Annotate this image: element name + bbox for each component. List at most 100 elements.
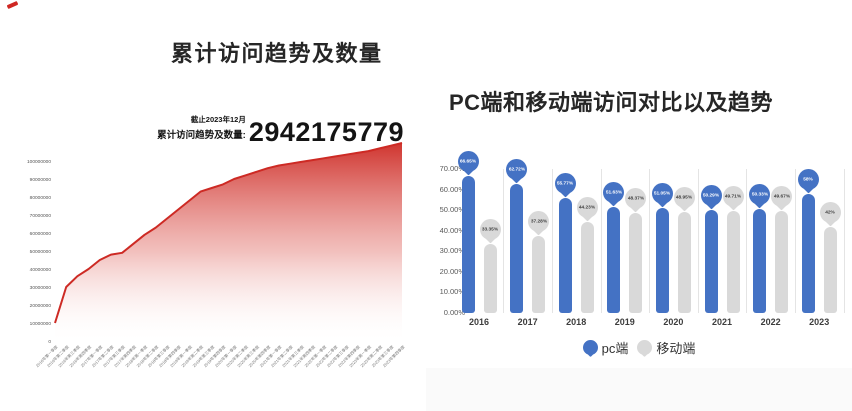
- pc-value-bubble-2021: 50.29%: [700, 184, 722, 209]
- bubble-tail: [511, 173, 522, 184]
- y-axis-label: 30.00%: [439, 246, 465, 256]
- group-separator-line: [843, 169, 845, 313]
- mobile-value-bubble-2016: 33.35%: [479, 219, 501, 244]
- y-axis-label: 30000000: [30, 285, 52, 291]
- bubble-tail: [754, 199, 765, 209]
- data-label: 49.71%: [724, 193, 742, 199]
- y-axis-label: 90000000: [30, 177, 52, 183]
- bubble-tail: [728, 200, 738, 211]
- bubble-tail: [630, 203, 641, 213]
- data-label: 55.77%: [557, 181, 574, 187]
- pc-bar-2021: [704, 209, 718, 313]
- legend-item-mobile: 移动端: [637, 338, 695, 357]
- pc-value-bubble-2018: 55.77%: [554, 173, 576, 198]
- x-axis-label-2018: 2018: [566, 317, 587, 327]
- pc-value-bubble-2019: 51.63%: [603, 181, 625, 207]
- data-label: 44.23%: [579, 204, 596, 211]
- group-separator-line: [551, 169, 553, 313]
- mobile-bar-2020: [677, 212, 691, 313]
- mobile-value-bubble-2021: 49.71%: [722, 185, 744, 211]
- mobile-bar-2021: [726, 210, 740, 313]
- mobile-bar-2016: [483, 244, 497, 313]
- pc-value-bubble-2017: 62.72%: [506, 158, 528, 184]
- group-separator-line: [697, 169, 699, 313]
- y-axis-label: 20.00%: [439, 266, 465, 276]
- y-axis-label: 60000000: [30, 231, 52, 237]
- bubble-tail: [608, 196, 619, 207]
- bubble-tail: [560, 187, 571, 198]
- y-axis-label: 0: [48, 339, 51, 345]
- trend-line: [54, 142, 403, 324]
- data-label: 33.35%: [481, 227, 499, 233]
- data-label: 50.33%: [751, 192, 768, 198]
- x-axis-label-2021: 2021: [711, 317, 733, 327]
- y-axis-label: 100000000: [27, 159, 51, 165]
- group-separator-line: [600, 169, 602, 313]
- x-axis-label-2020: 2020: [663, 317, 684, 327]
- bubble-tail: [679, 201, 690, 212]
- bubble-tail: [485, 233, 495, 244]
- mobile-bar-2022: [775, 210, 789, 313]
- data-label: 51.05%: [654, 190, 671, 197]
- mobile-bar-2018: [580, 222, 594, 313]
- left-chart-title: 累计访问趋势及数量: [171, 41, 383, 66]
- mobile-bar-2017: [532, 236, 546, 313]
- group-separator-line: [649, 169, 651, 313]
- pc-bar-2022: [753, 209, 767, 313]
- asof-date-label: 截止2023年12月: [190, 115, 246, 124]
- data-label: 48.37%: [627, 196, 644, 202]
- data-label: 50.29%: [702, 192, 720, 198]
- data-label: 58%: [803, 176, 813, 182]
- y-axis-label: 70000000: [30, 213, 52, 219]
- data-label: 62.72%: [508, 166, 525, 173]
- mobile-value-bubble-2017: 37.28%: [528, 211, 550, 236]
- y-axis-label: 60.00%: [439, 184, 465, 194]
- y-axis-label: 50000000: [30, 249, 52, 255]
- mobile-bar-2023: [823, 226, 837, 313]
- mobile-bar-2019: [629, 213, 643, 313]
- pc-value-bubble-2022: 50.33%: [749, 184, 771, 209]
- mobile-value-bubble-2022: 49.67%: [771, 185, 793, 211]
- pc-value-bubble-2020: 51.05%: [651, 182, 673, 208]
- cumulative-area-chart: 100000000 90000000 80000000 70000000 6000000…: [27, 142, 406, 368]
- pc-bar-2018: [558, 198, 572, 313]
- bubble-tail: [776, 200, 787, 211]
- cumulative-total-label: 累计访问趋势及数量:: [157, 130, 246, 141]
- pc-legend-marker-icon: [582, 340, 598, 355]
- cumulative-total-value: 2942175779: [248, 117, 404, 148]
- panel-bottom-strip: [426, 368, 852, 411]
- pc-mobile-bar-chart: 0.00% 10.00% 20.00% 30.00% 40.00% 50.00% 60.00…: [426, 0, 852, 411]
- pc-bar-2023: [801, 193, 815, 313]
- cumulative-visits-panel: 100000000 90000000 80000000 70000000 6000000…: [27, 41, 406, 368]
- data-label: 49.67%: [773, 193, 790, 199]
- y-axis-label: 80000000: [30, 195, 52, 201]
- y-axis-label: 70.00%: [439, 164, 465, 173]
- x-axis-label-2022: 2022: [760, 317, 781, 327]
- data-label: 66.65%: [459, 158, 477, 165]
- x-axis-label-2019: 2019: [614, 317, 635, 327]
- y-axis-label: 20000000: [30, 303, 52, 309]
- bubble-tail: [582, 211, 593, 222]
- data-label: 37.28%: [530, 219, 547, 225]
- pc-value-bubble-2016: 66.65%: [457, 150, 479, 176]
- bubble-tail: [657, 197, 668, 208]
- data-label: 51.63%: [605, 189, 622, 195]
- y-axis-label: 40000000: [30, 267, 52, 273]
- y-axis-label: 40.00%: [439, 225, 465, 235]
- bubble-tail: [463, 165, 473, 176]
- pc-bar-2019: [607, 206, 621, 313]
- group-separator-line: [746, 169, 748, 313]
- right-chart-title: PC端和移动端访问对比以及趋势: [449, 90, 774, 115]
- area-fill: [55, 143, 402, 341]
- mobile-value-bubble-2019: 48.37%: [625, 188, 647, 213]
- y-axis-label: 50.00%: [439, 205, 465, 215]
- mobile-legend-marker-icon: [637, 340, 653, 355]
- bubble-tail: [803, 183, 814, 194]
- data-label: 48.95%: [676, 195, 693, 201]
- pc-legend-label: pc端: [601, 341, 629, 356]
- x-axis-label-2017: 2017: [517, 317, 538, 327]
- x-axis-label-2023: 2023: [809, 317, 830, 327]
- group-separator-line: [503, 169, 505, 313]
- x-axis-label-2016: 2016: [468, 317, 490, 327]
- bubble-tail: [825, 216, 836, 227]
